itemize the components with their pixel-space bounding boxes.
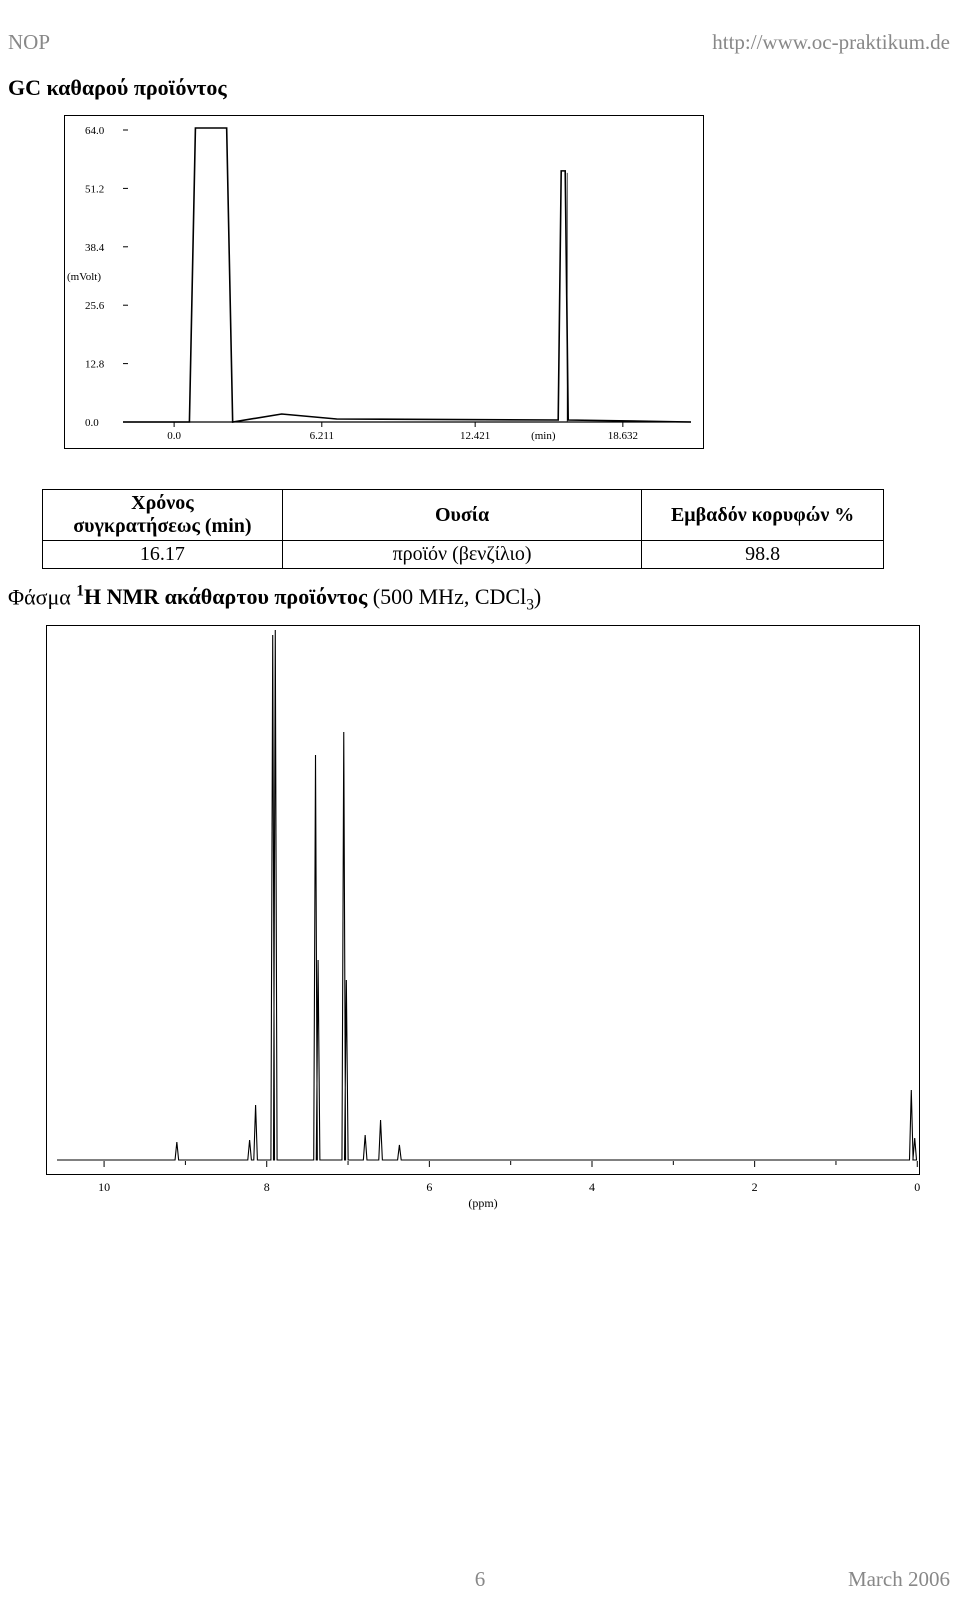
nmr-title: Φάσμα 1H NMR ακάθαρτου προϊόντος (500 MH…: [0, 569, 960, 619]
svg-text:12.421: 12.421: [460, 430, 490, 442]
header-right: http://www.oc-praktikum.de: [712, 30, 950, 55]
td-time: 16.17: [43, 541, 283, 569]
section-title: GC καθαρού προϊόντος: [0, 55, 960, 115]
svg-text:(min): (min): [531, 430, 556, 442]
nmr-x-tick: 4: [589, 1180, 595, 1195]
footer: 6 March 2006: [0, 1567, 960, 1592]
svg-text:18.632: 18.632: [608, 430, 638, 442]
svg-text:64.0: 64.0: [85, 125, 105, 137]
th-time: Χρόνος συγκρατήσεως (min): [43, 490, 283, 541]
td-area: 98.8: [642, 541, 884, 569]
svg-text:0.0: 0.0: [85, 417, 99, 429]
gc-chromatogram: 64.0 51.2 38.4 25.6 12.8 0.0 (mVolt) 0.0 6.211 12…: [64, 115, 704, 449]
nmr-x-tick: 6: [426, 1180, 432, 1195]
svg-text:51.2: 51.2: [85, 183, 104, 195]
header-left: NOP: [8, 30, 50, 55]
th-substance: Ουσία: [282, 490, 641, 541]
svg-text:0.0: 0.0: [167, 430, 181, 442]
th-area: Εμβαδόν κορυφών %: [642, 490, 884, 541]
nmr-spectrum: 1086420(ppm): [46, 625, 920, 1175]
svg-text:12.8: 12.8: [85, 359, 105, 371]
svg-text:6.211: 6.211: [310, 430, 334, 442]
footer-right: March 2006: [848, 1567, 950, 1592]
svg-text:38.4: 38.4: [85, 242, 105, 254]
nmr-x-tick: 2: [752, 1180, 758, 1195]
td-substance: προϊόν (βενζίλιο): [282, 541, 641, 569]
nmr-x-tick: 8: [264, 1180, 270, 1195]
svg-text:(mVolt): (mVolt): [67, 271, 101, 283]
nmr-x-tick: 10: [98, 1180, 110, 1195]
gc-data-table: Χρόνος συγκρατήσεως (min) Ουσία Εμβαδόν …: [42, 489, 884, 569]
page-number: 6: [475, 1567, 486, 1592]
svg-text:25.6: 25.6: [85, 300, 105, 312]
nmr-x-tick: 0: [914, 1180, 920, 1195]
nmr-x-unit: (ppm): [468, 1196, 497, 1211]
